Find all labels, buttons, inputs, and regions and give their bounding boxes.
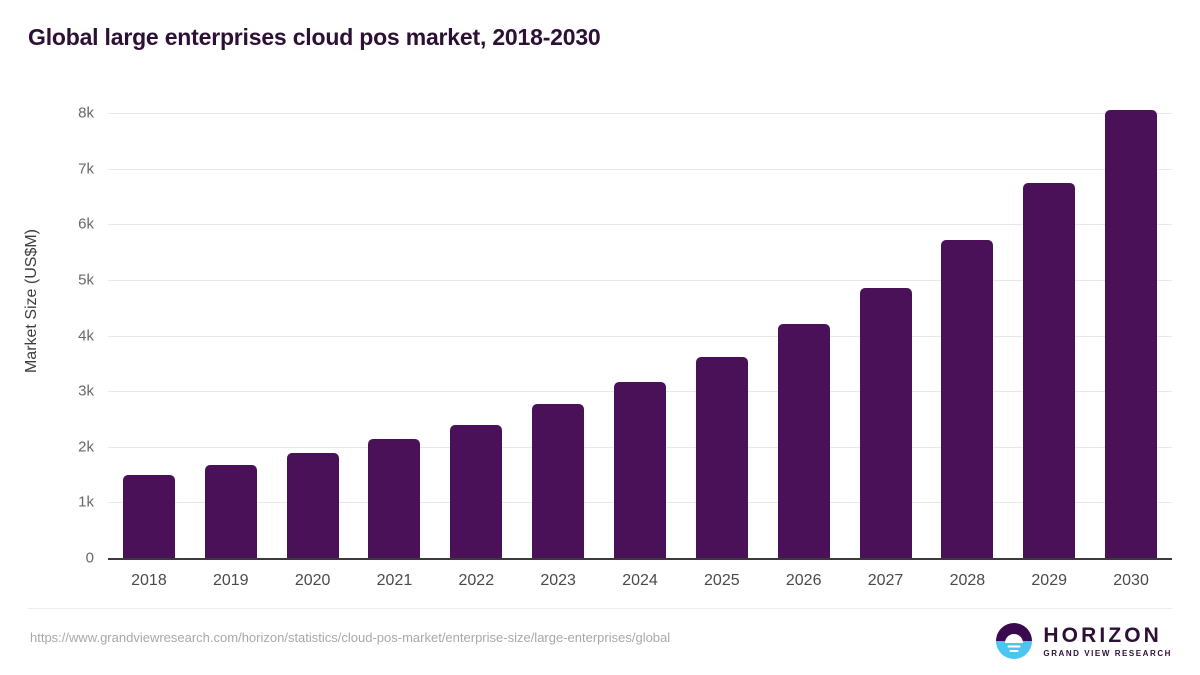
bar-slot bbox=[681, 0, 763, 558]
y-axis-tick-label: 1k bbox=[78, 493, 94, 511]
footer-divider bbox=[28, 608, 1172, 609]
bar-slot bbox=[599, 0, 681, 558]
x-axis-tick-label: 2023 bbox=[540, 572, 576, 589]
x-axis-tick-label: 2029 bbox=[1031, 572, 1067, 589]
x-axis-tick-label: 2024 bbox=[622, 572, 658, 589]
bar-2028[interactable] bbox=[941, 240, 994, 558]
source-url[interactable]: https://www.grandviewresearch.com/horizo… bbox=[30, 630, 671, 645]
brand-logo: HORIZON GRAND VIEW RESEARCH bbox=[994, 619, 1172, 663]
gridline bbox=[108, 335, 1172, 337]
x-axis-line bbox=[108, 558, 1172, 560]
bar-2021[interactable] bbox=[368, 438, 421, 558]
gridline bbox=[108, 279, 1172, 281]
bar-slot bbox=[926, 0, 1008, 558]
y-axis-title: Market Size (US$M) bbox=[23, 228, 40, 374]
bar-slot bbox=[435, 0, 517, 558]
bar-slot bbox=[1090, 0, 1172, 558]
y-axis-tick-label: 4k bbox=[78, 327, 94, 344]
chart-plot-area: Market Size (US$M) 0 1k 2k 3k 4k 5k 6k 7k 8k 201… bbox=[23, 0, 1172, 600]
bar-2026[interactable] bbox=[777, 324, 830, 558]
x-axis-tick-labels: 2018 2019 2020 2021 2022 2023 2024 2025 2026 2027… bbox=[108, 564, 1172, 598]
bar-2022[interactable] bbox=[450, 424, 503, 558]
bar-slot bbox=[354, 0, 436, 558]
bar-2025[interactable] bbox=[695, 357, 748, 558]
x-axis-tick-label: 2019 bbox=[212, 572, 249, 589]
y-axis-tick-label: 2k bbox=[78, 438, 94, 456]
y-axis-tick-label: 3k bbox=[78, 382, 94, 400]
bar-2024[interactable] bbox=[613, 382, 666, 558]
horizon-sun-circle-icon bbox=[996, 623, 1033, 659]
gridline bbox=[108, 224, 1172, 226]
bar-2018[interactable] bbox=[122, 475, 175, 558]
x-axis-tick-label: 2026 bbox=[785, 572, 822, 589]
x-axis-tick-label: 2025 bbox=[704, 572, 740, 589]
y-axis-tick-label: 5k bbox=[78, 271, 94, 289]
x-axis-tick-label: 2020 bbox=[294, 572, 331, 589]
x-axis-tick-label: 2027 bbox=[867, 572, 904, 589]
y-axis-tick-label: 8k bbox=[78, 104, 94, 122]
bar-slot bbox=[845, 0, 927, 558]
bar-slot bbox=[1008, 0, 1090, 558]
bar-2019[interactable] bbox=[204, 465, 257, 558]
brand-logo-text: HORIZON GRAND VIEW RESEARCH bbox=[1043, 625, 1172, 658]
x-axis-tick-label: 2021 bbox=[376, 572, 413, 589]
x-axis-tick-label: 2022 bbox=[458, 572, 495, 589]
bar-slot bbox=[108, 0, 190, 558]
bar-slot bbox=[517, 0, 599, 558]
x-axis-tick-label: 2030 bbox=[1113, 572, 1149, 589]
gridline bbox=[108, 168, 1172, 170]
bar-2027[interactable] bbox=[859, 287, 912, 558]
x-axis-tick-label: 2028 bbox=[949, 572, 986, 589]
x-axis-tick-label: 2018 bbox=[131, 572, 167, 589]
brand-tagline: GRAND VIEW RESEARCH bbox=[1043, 648, 1172, 658]
bar-slot bbox=[190, 0, 272, 558]
y-axis-tick-labels: 0 1k 2k 3k 4k 5k 6k 7k 8k bbox=[52, 0, 94, 600]
bar-2030[interactable] bbox=[1105, 110, 1158, 558]
gridline bbox=[108, 113, 1172, 114]
y-axis-tick-label: 7k bbox=[78, 160, 94, 178]
bar-slot bbox=[272, 0, 354, 558]
y-axis-tick-label: 0 bbox=[85, 549, 94, 567]
bar-series bbox=[108, 0, 1172, 558]
bar-2023[interactable] bbox=[532, 404, 585, 558]
bar-2029[interactable] bbox=[1023, 182, 1076, 558]
brand-name: HORIZON bbox=[1043, 623, 1162, 647]
page-title: Global large enterprises cloud pos marke… bbox=[28, 24, 601, 50]
chart-footer: https://www.grandviewresearch.com/horizo… bbox=[0, 608, 1200, 675]
bar-slot bbox=[763, 0, 845, 558]
bar-2020[interactable] bbox=[286, 452, 339, 558]
y-axis-tick-label: 6k bbox=[78, 215, 94, 233]
